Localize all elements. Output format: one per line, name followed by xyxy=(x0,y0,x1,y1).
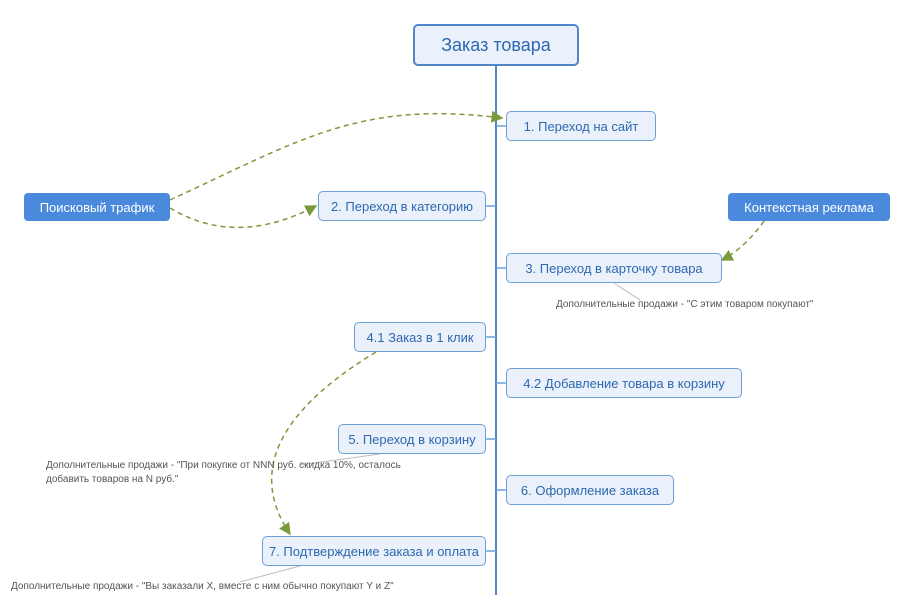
step-label: 2. Переход в категорию xyxy=(331,199,473,214)
note-text: Дополнительные продажи - "При покупке от… xyxy=(46,460,401,485)
root-node: Заказ товара xyxy=(413,24,579,66)
source-label: Поисковый трафик xyxy=(40,200,155,215)
source-src_search: Поисковый трафик xyxy=(24,193,170,221)
step-s41: 4.1 Заказ в 1 клик xyxy=(354,322,486,352)
step-label: 4.2 Добавление товара в корзину xyxy=(523,376,725,391)
step-label: 7. Подтверждение заказа и оплата xyxy=(269,544,479,559)
step-s6: 6. Оформление заказа xyxy=(506,475,674,505)
step-label: 3. Переход в карточку товара xyxy=(525,261,702,276)
step-s2: 2. Переход в категорию xyxy=(318,191,486,221)
step-label: 6. Оформление заказа xyxy=(521,483,659,498)
step-label: 1. Переход на сайт xyxy=(524,119,639,134)
step-s5: 5. Переход в корзину xyxy=(338,424,486,454)
note-n1: Дополнительные продажи - "С этим товаром… xyxy=(556,298,886,312)
source-label: Контекстная реклама xyxy=(744,200,874,215)
note-n2: Дополнительные продажи - "При покупке от… xyxy=(46,459,416,487)
step-s1: 1. Переход на сайт xyxy=(506,111,656,141)
note-n3: Дополнительные продажи - "Вы заказали X,… xyxy=(11,580,411,594)
step-s3: 3. Переход в карточку товара xyxy=(506,253,722,283)
step-s42: 4.2 Добавление товара в корзину xyxy=(506,368,742,398)
source-src_context: Контекстная реклама xyxy=(728,193,890,221)
step-label: 4.1 Заказ в 1 клик xyxy=(366,330,473,345)
root-label: Заказ товара xyxy=(441,35,551,56)
step-s7: 7. Подтверждение заказа и оплата xyxy=(262,536,486,566)
note-text: Дополнительные продажи - "С этим товаром… xyxy=(556,299,814,310)
flowchart-canvas: { "diagram": { "type": "flowchart", "wid… xyxy=(0,0,900,611)
note-text: Дополнительные продажи - "Вы заказали X,… xyxy=(11,581,394,592)
step-label: 5. Переход в корзину xyxy=(348,432,475,447)
